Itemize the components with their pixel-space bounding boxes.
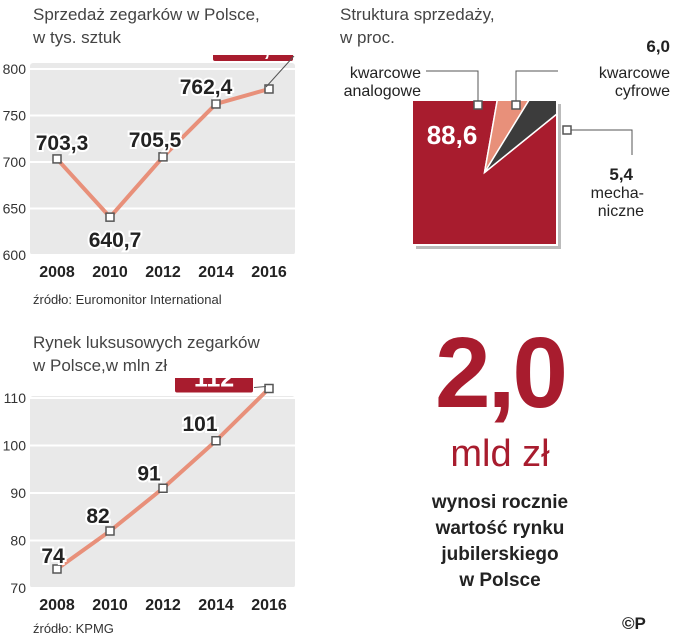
data-label: 91 [137, 462, 161, 485]
y-tick-label: 100 [3, 438, 27, 454]
legend-mech-value: 5,4 [609, 165, 633, 184]
chart1-source: źródło: Euromonitor International [33, 292, 222, 307]
legend-digital-value: 6,0 [646, 37, 670, 56]
structure-pie-chart: 88,6kwarcoweanalogowe6,0kwarcowecyfrowe5… [344, 37, 670, 249]
publisher-logo-icon: ©P [622, 614, 646, 633]
data-label: 112 [194, 378, 234, 393]
y-tick-label: 600 [3, 247, 27, 263]
y-tick-label: 80 [10, 533, 26, 549]
data-point [158, 483, 168, 493]
chart1-title: Sprzedaż zegarków w Polsce, [33, 5, 260, 24]
chart2-subtitle: w proc. [340, 28, 395, 47]
marker-analog [473, 100, 483, 110]
data-point [264, 383, 274, 394]
data-label: 82 [86, 505, 109, 528]
chart3-title: Rynek luksusowych zegarków [33, 333, 260, 352]
x-tick-label: 2010 [92, 264, 128, 281]
data-point [105, 212, 115, 222]
x-tick-label: 2010 [92, 597, 128, 614]
y-tick-label: 650 [3, 201, 27, 217]
leader-digital [515, 70, 558, 103]
legend-digital-line1: kwarcowe [599, 65, 670, 82]
caption-line-3: jubilerskiego [441, 544, 559, 565]
x-tick-label: 2014 [198, 597, 234, 614]
y-tick-label: 90 [10, 485, 26, 501]
chart3-subtitle: w Polsce,w mln zł [33, 356, 168, 375]
y-tick-label: 800 [3, 61, 27, 77]
jewelry-unit: mld zł [450, 433, 550, 475]
y-tick-label: 700 [3, 154, 27, 170]
y-tick-label: 750 [3, 108, 27, 124]
data-point [52, 154, 62, 164]
chart3-source: źródło: KPMG [33, 621, 114, 636]
caption-line-2: wartość rynku [435, 518, 565, 539]
jewelry-value: 2,0 [434, 317, 568, 429]
luxury-line-chart: 70 80 90 100 110 2008 2010 2012 2014 2016 74 82 91 10… [3, 378, 295, 614]
x-tick-label: 2012 [145, 597, 181, 614]
y-tick-label: 70 [10, 580, 26, 596]
x-tick-label: 2014 [198, 264, 234, 281]
x-tick-label: 2012 [145, 264, 181, 281]
jewelry-caption: wynosi rocznie wartość rynku jubilerskie… [380, 490, 620, 594]
data-label: 703,3 [36, 132, 89, 155]
x-tick-label: 2016 [251, 264, 287, 281]
data-label: 101 [182, 413, 217, 436]
sales-line-chart: 600 650 700 750 800 2008 2010 2012 2014 2016 703,3… [3, 55, 295, 281]
highlight-leader-line [253, 386, 267, 388]
caption-line-1: wynosi rocznie [431, 492, 569, 513]
marker-mechanical [562, 125, 572, 135]
chart1-subtitle: w tys. sztuk [33, 28, 121, 47]
pie-frame [411, 99, 558, 246]
slice-label-analog: 88,6 [427, 120, 478, 150]
y-tick-label: 110 [4, 390, 27, 406]
data-point [105, 526, 115, 536]
data-point [211, 436, 221, 446]
data-label: 705,5 [129, 129, 182, 152]
data-point [211, 99, 221, 109]
pie-slices [412, 100, 557, 245]
data-label: 640,7 [89, 229, 142, 252]
data-point [264, 84, 274, 94]
legend-analog-line1: kwarcowe [350, 65, 421, 82]
data-point [52, 564, 62, 574]
caption-line-4: w Polsce [459, 570, 541, 591]
chart2-title: Struktura sprzedaży, [340, 5, 495, 24]
x-tick-label: 2008 [39, 597, 75, 614]
highlight-leader-line [265, 55, 295, 88]
data-label: 778,5 [222, 55, 285, 61]
legend-analog-line2: analogowe [344, 83, 422, 100]
leader-analog [426, 70, 479, 105]
legend-digital-line2: cyfrowe [615, 83, 670, 100]
highlight-label-box [211, 55, 295, 63]
highlight-label-box [173, 378, 255, 395]
leader-mechanical [568, 129, 633, 155]
data-label: 762,4 [180, 76, 233, 99]
legend-mech-line1: mecha- [591, 185, 644, 202]
x-tick-label: 2008 [39, 264, 75, 281]
data-point [158, 152, 168, 162]
pie-slice [483, 100, 557, 174]
marker-digital [511, 100, 521, 110]
x-tick-label: 2016 [251, 597, 287, 614]
data-label: 74 [41, 545, 65, 568]
legend-mech-line2: niczne [598, 203, 644, 220]
